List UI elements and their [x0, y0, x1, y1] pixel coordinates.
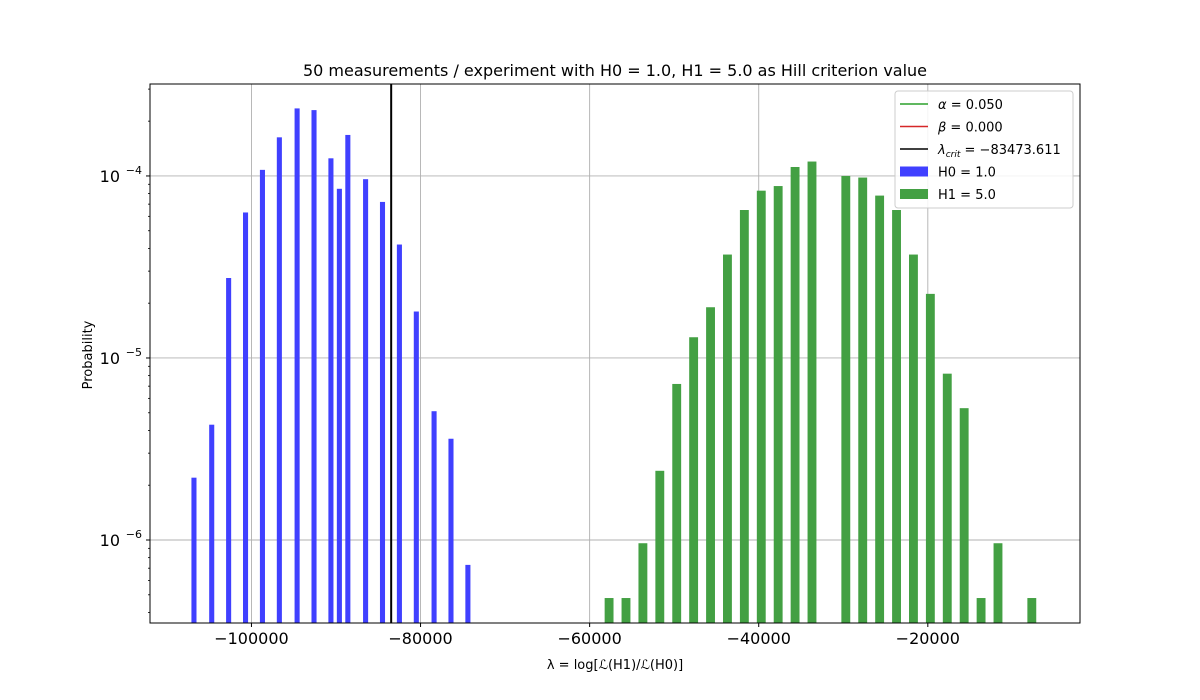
h0-bar [191, 477, 197, 623]
h0-bar [311, 110, 317, 623]
h1-bar [993, 543, 1003, 623]
h1-bar [689, 337, 699, 623]
y-tick-label: 10 [100, 531, 120, 550]
plot-frame [149, 83, 1081, 624]
h1-bar [655, 470, 665, 623]
h1-bar [621, 598, 631, 623]
y-tick-exponent: −4 [126, 164, 142, 177]
legend-label: λcrit = −83473.611 [937, 143, 1061, 160]
h0-bar [345, 134, 351, 624]
h1-bar [672, 383, 682, 623]
h0-bar [209, 424, 215, 623]
h1-bar [976, 598, 986, 623]
h0-bar [336, 188, 342, 624]
h0-bar [379, 201, 386, 623]
h0-bar [226, 278, 232, 623]
h0-bar [448, 438, 454, 623]
h1-bar [739, 210, 749, 624]
x-tick-label: −60000 [557, 629, 621, 648]
h1-bar [706, 307, 715, 623]
h1-bar [959, 408, 969, 623]
y-axis-label: Probability [81, 320, 96, 389]
h0-bar [328, 158, 334, 623]
h0-bar [396, 244, 402, 623]
h0-bar [465, 564, 471, 623]
h0-bar [363, 179, 369, 624]
y-tick-label: 10 [100, 167, 120, 186]
x-tick-label: −100000 [214, 629, 288, 648]
x-axis-label: λ = log[ℒ(H1)/ℒ(H0)] [547, 658, 683, 673]
legend-patch-swatch [900, 166, 928, 177]
legend-patch-swatch [900, 189, 928, 199]
h0-bar [243, 212, 249, 624]
h1-bar [773, 186, 783, 623]
chart-title: 50 measurements / experiment with H0 = 1… [303, 61, 927, 80]
h1-bar [841, 175, 851, 623]
legend-label: H1 = 5.0 [938, 188, 996, 203]
h0-bar [294, 108, 300, 623]
h1-bar [723, 254, 732, 623]
h1-bar [858, 177, 868, 623]
y-tick-exponent: −6 [126, 528, 142, 541]
h1-bar [790, 166, 800, 623]
h0-bar [276, 137, 282, 623]
legend-label: α = 0.050 [938, 98, 1003, 113]
h0-bar [413, 311, 419, 623]
bars [191, 108, 1037, 624]
h1-bar [909, 254, 918, 623]
x-tick-label: −80000 [388, 629, 452, 648]
legend-box [894, 90, 1074, 209]
y-tick-exponent: −5 [126, 346, 142, 359]
h1-bar [1027, 598, 1037, 623]
x-axis-ticks: −100000 −80000 −60000 −40000 −20000 [214, 623, 960, 648]
h1-bar [807, 161, 817, 623]
h0-bar [259, 169, 265, 623]
legend: α = 0.050 β = 0.000 λcrit = −83473.611 H0 =… [894, 90, 1074, 209]
h1-bar [892, 210, 901, 624]
legend-label: H0 = 1.0 [938, 166, 996, 181]
h1-bar [638, 543, 648, 623]
x-tick-label: −20000 [896, 629, 960, 648]
h1-bar [942, 373, 952, 623]
x-tick-label: −40000 [727, 629, 791, 648]
y-tick-label: 10 [100, 349, 120, 368]
h1-bar [875, 195, 885, 624]
h1-bar [604, 598, 614, 623]
h1-bar [756, 190, 766, 624]
y-axis-ticks: 10 −6 10 −5 10 −4 [100, 88, 150, 613]
h1-bar [925, 293, 935, 623]
h0-bar [431, 411, 437, 623]
legend-label: β = 0.000 [937, 121, 1003, 136]
